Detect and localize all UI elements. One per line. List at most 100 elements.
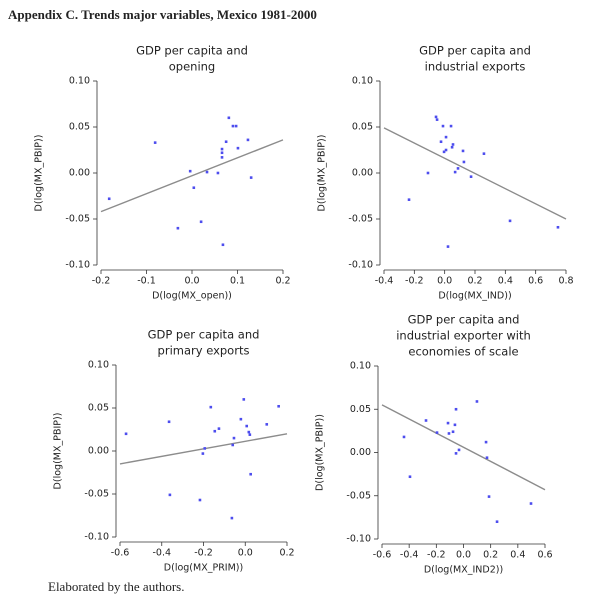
point (153, 141, 157, 144)
point (408, 475, 412, 479)
x-tick-label: 0.2 (275, 276, 290, 287)
x-tick-label: 0.0 (184, 276, 199, 287)
point (216, 171, 220, 175)
x-tick-label: -0.2 (92, 276, 111, 287)
y-tick-label: 0.05 (350, 404, 371, 415)
point (217, 427, 221, 430)
point (246, 138, 250, 142)
point (220, 156, 224, 159)
x-tick-label: -0.4 (400, 550, 419, 561)
x-tick-label: 0.2 (279, 548, 294, 559)
y-tick-label: 0.00 (352, 168, 373, 179)
x-tick-label: -0.2 (405, 276, 424, 287)
point (426, 171, 430, 175)
x-axis-label: D(log(MX_PRIM)) (164, 563, 243, 574)
x-tick-label: 0.2 (467, 276, 482, 287)
chart-title: primary exports (158, 344, 250, 358)
point (245, 424, 249, 428)
y-tick-label: -0.10 (65, 260, 90, 271)
point (232, 436, 236, 440)
y-tick-label: 0.00 (88, 446, 109, 457)
point (449, 124, 453, 128)
y-tick-label: -0.10 (348, 260, 373, 271)
x-tick-label: -0.2 (427, 550, 446, 561)
point (529, 502, 533, 505)
point (453, 170, 457, 174)
chart-title: industrial exports (425, 60, 526, 74)
x-tick-label: 0.6 (528, 276, 543, 287)
y-tick-label: 0.10 (352, 76, 373, 87)
point (469, 175, 473, 178)
figure-note: Elaborated by the authors. (48, 579, 184, 594)
point (277, 404, 280, 408)
x-tick-label: -0.2 (194, 548, 213, 559)
point (444, 135, 448, 139)
point (424, 419, 428, 422)
chart-title: opening (169, 60, 215, 74)
y-tick-label: -0.10 (84, 532, 109, 543)
y-tick-label: -0.05 (65, 214, 90, 225)
point (213, 429, 217, 433)
point (556, 225, 560, 229)
point (247, 430, 251, 434)
x-tick-label: -0.6 (373, 550, 392, 561)
point (239, 417, 243, 421)
y-tick-label: 0.00 (350, 447, 371, 458)
point (508, 219, 512, 223)
point (205, 170, 209, 174)
point (446, 245, 450, 248)
trend-line (100, 139, 284, 213)
point (457, 448, 461, 452)
y-tick-label: 0.00 (69, 168, 90, 179)
chart-title: industrial exporter with (396, 329, 531, 343)
point (220, 147, 224, 151)
chart-title: GDP per capita and (419, 44, 531, 58)
point (439, 140, 443, 144)
y-axis-label: D(log(MX_PBIP)) (317, 135, 328, 212)
point (176, 226, 180, 230)
trend-line (381, 404, 546, 491)
point (248, 433, 252, 436)
figure-title: Appendix C. Trends major variables, Mexi… (8, 7, 317, 22)
y-tick-label: 0.05 (69, 122, 90, 133)
point (234, 124, 238, 128)
x-tick-label: -0.1 (137, 276, 156, 287)
point (242, 398, 246, 401)
chart-title: GDP per capita and (136, 44, 248, 58)
point (434, 115, 438, 119)
point (453, 423, 457, 427)
point (168, 493, 172, 497)
point (188, 169, 192, 173)
point (198, 498, 202, 502)
y-tick-label: 0.05 (352, 122, 373, 133)
x-tick-label: 0.4 (510, 550, 525, 561)
point (220, 151, 224, 155)
point (475, 400, 479, 403)
x-tick-label: -0.4 (152, 548, 171, 559)
chart-title: GDP per capita and (148, 328, 260, 342)
point (495, 520, 499, 523)
point (484, 440, 488, 444)
point (192, 186, 196, 190)
x-axis-label: D(log(MX_IND)) (438, 291, 511, 302)
x-tick-label: 0.1 (230, 276, 245, 287)
point (199, 220, 203, 224)
chart-title: GDP per capita and (408, 313, 520, 327)
point (451, 143, 455, 146)
point (435, 118, 439, 121)
point (446, 421, 450, 425)
point (441, 124, 445, 128)
point (167, 420, 171, 424)
x-axis-label: D(log(MX_IND2)) (424, 565, 503, 576)
point (487, 495, 491, 498)
point (224, 140, 228, 144)
point (265, 423, 269, 426)
point (456, 167, 460, 170)
y-axis-label: D(log(MX_PBIP)) (315, 414, 326, 491)
point (236, 146, 240, 150)
x-tick-label: 0.4 (498, 276, 513, 287)
point (201, 452, 205, 455)
point (249, 472, 252, 476)
